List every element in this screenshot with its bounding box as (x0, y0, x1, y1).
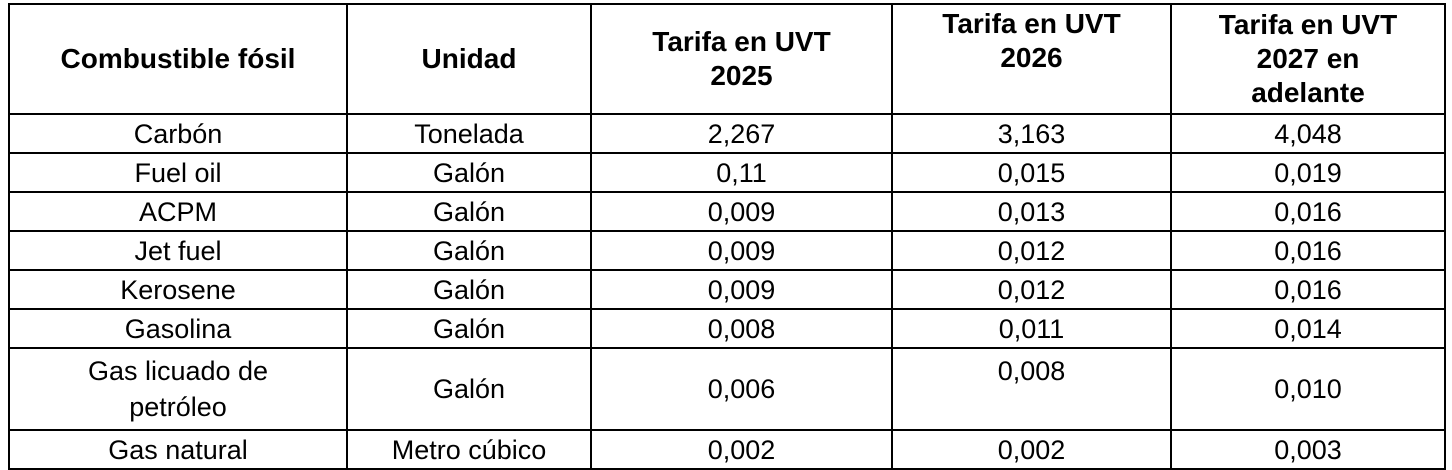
cell-rate-2027: 0,016 (1170, 230, 1446, 271)
cell-fuel: Gas licuado de petróleo (8, 347, 348, 431)
cell-rate-2027: 0,016 (1170, 191, 1446, 232)
table-header-row: Combustible fósil Unidad Tarifa en UVT 2… (8, 3, 1446, 115)
cell-unit: Galón (346, 152, 592, 193)
cell-rate-2025: 2,267 (590, 113, 893, 154)
fuel-tax-table: Combustible fósil Unidad Tarifa en UVT 2… (8, 3, 1446, 470)
cell-unit: Galón (346, 269, 592, 310)
cell-rate-2026: 0,012 (891, 230, 1172, 271)
cell-fuel: Gasolina (8, 308, 348, 349)
cell-rate-2027: 4,048 (1170, 113, 1446, 154)
cell-rate-2025: 0,006 (590, 347, 893, 431)
table-row: Gasolina Galón 0,008 0,011 0,014 (8, 308, 1446, 349)
cell-fuel: Jet fuel (8, 230, 348, 271)
cell-unit: Galón (346, 230, 592, 271)
cell-rate-2025: 0,008 (590, 308, 893, 349)
table-row: Carbón Tonelada 2,267 3,163 4,048 (8, 113, 1446, 154)
table-row: ACPM Galón 0,009 0,013 0,016 (8, 191, 1446, 232)
cell-unit: Galón (346, 347, 592, 431)
cell-rate-2026: 3,163 (891, 113, 1172, 154)
cell-rate-2026: 0,011 (891, 308, 1172, 349)
table-row: Kerosene Galón 0,009 0,012 0,016 (8, 269, 1446, 310)
cell-rate-2025: 0,009 (590, 269, 893, 310)
cell-rate-2026: 0,013 (891, 191, 1172, 232)
cell-rate-2027: 0,016 (1170, 269, 1446, 310)
cell-rate-2025: 0,11 (590, 152, 893, 193)
header-unit: Unidad (346, 3, 592, 115)
header-fuel: Combustible fósil (8, 3, 348, 115)
cell-rate-2026: 0,002 (891, 429, 1172, 470)
cell-fuel: Kerosene (8, 269, 348, 310)
cell-rate-2027: 0,014 (1170, 308, 1446, 349)
table-row: Gas licuado de petróleo Galón 0,006 0,00… (8, 347, 1446, 431)
cell-fuel: Fuel oil (8, 152, 348, 193)
cell-rate-2027: 0,019 (1170, 152, 1446, 193)
cell-rate-2026: 0,015 (891, 152, 1172, 193)
table-row: Jet fuel Galón 0,009 0,012 0,016 (8, 230, 1446, 271)
cell-rate-2026: 0,012 (891, 269, 1172, 310)
table-row: Gas natural Metro cúbico 0,002 0,002 0,0… (8, 429, 1446, 470)
cell-fuel: Gas natural (8, 429, 348, 470)
cell-unit: Metro cúbico (346, 429, 592, 470)
header-rate-2025: Tarifa en UVT 2025 (590, 3, 893, 115)
cell-unit: Galón (346, 308, 592, 349)
header-rate-2026: Tarifa en UVT 2026 (891, 3, 1172, 115)
cell-fuel: Carbón (8, 113, 348, 154)
cell-unit: Galón (346, 191, 592, 232)
cell-fuel: ACPM (8, 191, 348, 232)
cell-rate-2025: 0,009 (590, 191, 893, 232)
cell-rate-2026: 0,008 (891, 347, 1172, 431)
cell-rate-2025: 0,009 (590, 230, 893, 271)
cell-rate-2027: 0,010 (1170, 347, 1446, 431)
cell-unit: Tonelada (346, 113, 592, 154)
cell-rate-2027: 0,003 (1170, 429, 1446, 470)
cell-rate-2025: 0,002 (590, 429, 893, 470)
table-row: Fuel oil Galón 0,11 0,015 0,019 (8, 152, 1446, 193)
header-rate-2027: Tarifa en UVT 2027 en adelante (1170, 3, 1446, 115)
